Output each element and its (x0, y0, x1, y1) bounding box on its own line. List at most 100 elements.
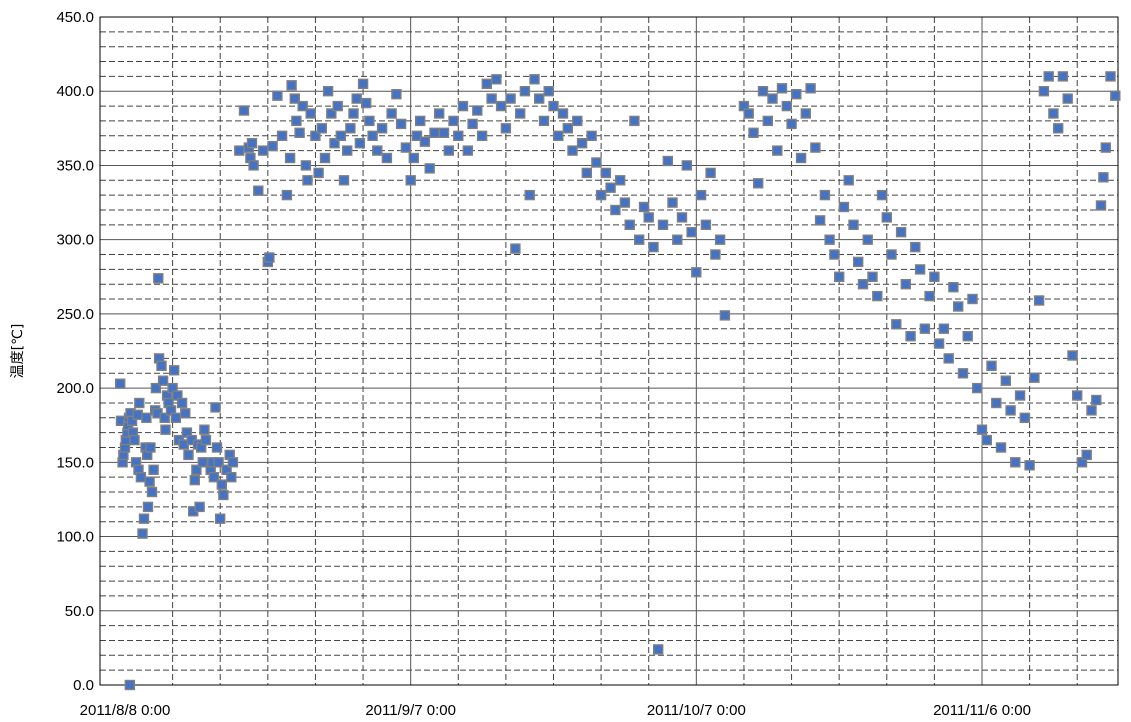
data-point (529, 74, 540, 85)
data-point (153, 273, 164, 284)
data-point (762, 115, 773, 127)
x-tick-label: 2011/9/7 0:00 (365, 702, 456, 719)
data-point (995, 442, 1007, 453)
x-axis-tick-labels: 2011/8/8 0:00 2011/9/7 0:00 2011/10/7 0:00… (80, 702, 1031, 719)
data-point (591, 157, 602, 168)
data-point (681, 160, 692, 171)
data-point (289, 93, 300, 104)
data-point (862, 234, 873, 245)
x-tick-label: 2011/10/7 0:00 (647, 702, 746, 719)
data-point (505, 93, 516, 104)
y-tick-label: 50.0 (65, 603, 94, 620)
data-point (305, 108, 316, 119)
data-point (400, 142, 412, 153)
data-point (695, 189, 707, 201)
data-point (776, 83, 788, 94)
data-point (700, 219, 712, 231)
data-point (638, 201, 650, 213)
data-point (548, 100, 559, 112)
data-point (300, 160, 312, 171)
data-point (367, 130, 378, 142)
data-point (886, 249, 897, 260)
data-point (138, 513, 150, 524)
data-point (757, 85, 769, 97)
data-point (872, 290, 883, 302)
data-point (1100, 142, 1112, 153)
data-point (824, 234, 835, 245)
x-tick-label: 2011/8/8 0:00 (80, 702, 171, 719)
x-tick-label: 2011/11/6 0:00 (933, 702, 1031, 719)
data-point (476, 130, 488, 142)
data-point (302, 175, 313, 186)
data-point (214, 513, 226, 524)
data-point (553, 130, 564, 142)
data-point (246, 137, 258, 149)
data-point (419, 136, 431, 147)
data-point (264, 252, 275, 263)
data-point (1091, 394, 1102, 406)
data-point (472, 105, 483, 116)
data-point (924, 290, 935, 302)
data-point (686, 226, 697, 238)
data-point (310, 130, 321, 142)
y-axis-label: 温度[℃] (10, 324, 26, 379)
data-point (145, 442, 156, 453)
minor-gridlines (100, 17, 1118, 685)
data-point (705, 167, 716, 179)
data-point (114, 378, 126, 389)
data-point (345, 123, 356, 134)
data-point (748, 127, 759, 139)
data-point (462, 145, 473, 156)
data-point (326, 108, 337, 119)
data-point (386, 108, 397, 119)
data-point (146, 486, 158, 498)
data-point (910, 241, 921, 253)
data-point (391, 88, 402, 100)
data-point (342, 145, 353, 156)
data-point (210, 402, 221, 413)
data-point (805, 83, 816, 94)
data-point (357, 78, 369, 90)
data-point (1067, 350, 1078, 361)
data-point (557, 108, 569, 119)
data-point (719, 310, 731, 321)
data-point (810, 142, 821, 153)
data-point (1000, 375, 1011, 386)
data-point (991, 397, 1002, 409)
data-point (938, 323, 950, 334)
data-point (648, 241, 659, 253)
data-point (672, 234, 683, 245)
data-point (1033, 295, 1045, 306)
data-point (948, 282, 959, 293)
data-point (1010, 457, 1021, 468)
data-point (276, 130, 288, 142)
data-point (148, 464, 159, 475)
data-point (176, 397, 188, 409)
data-point (957, 368, 969, 379)
data-point (486, 93, 497, 104)
data-point (348, 108, 359, 119)
data-point (411, 130, 423, 142)
y-tick-label: 100.0 (56, 529, 94, 546)
data-point (791, 88, 802, 100)
data-point (772, 145, 783, 156)
data-point (953, 301, 964, 312)
data-points (114, 71, 1121, 691)
data-point (381, 152, 393, 164)
data-point (600, 167, 612, 179)
data-point (408, 152, 419, 164)
data-point (208, 472, 220, 483)
y-tick-label: 250.0 (56, 306, 94, 323)
data-point (753, 178, 764, 189)
data-point (354, 137, 366, 149)
data-point (624, 219, 635, 231)
data-point (543, 85, 554, 97)
data-point (424, 163, 435, 174)
data-point (156, 360, 167, 371)
data-point (881, 212, 892, 223)
data-point (395, 118, 407, 130)
data-point (510, 243, 521, 254)
data-point (142, 501, 154, 513)
data-point (1038, 85, 1050, 97)
